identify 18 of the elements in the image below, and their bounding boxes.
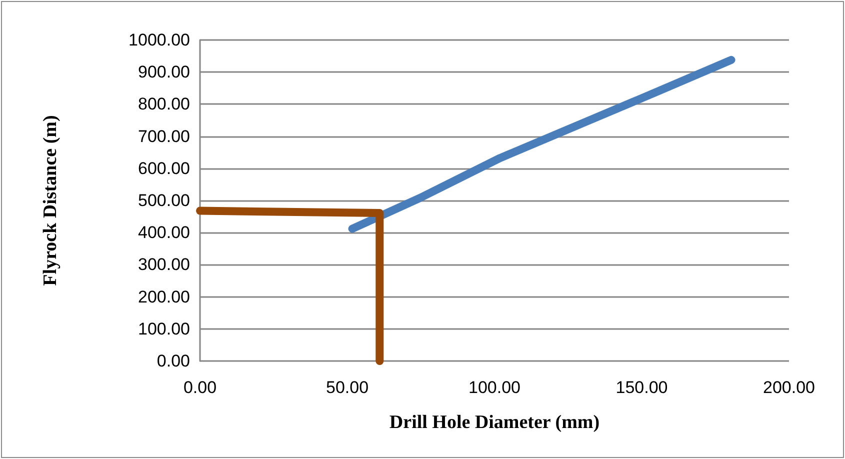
y-tick-label: 300.00 [138, 255, 190, 274]
y-tick-label: 800.00 [138, 94, 190, 114]
x-tick-label: 0.00 [183, 378, 217, 397]
x-tick-label: 100.00 [468, 378, 520, 397]
y-tick-label: 400.00 [138, 223, 190, 242]
y-tick-label: 500.00 [138, 191, 190, 210]
y-tick-label: 900.00 [138, 62, 190, 82]
y-tick-label: 200.00 [138, 287, 190, 306]
x-tick-label: 150.00 [616, 378, 668, 397]
y-tick-label: 0.00 [156, 352, 190, 370]
y-axis-title: Flyrock Distance (m) [40, 115, 61, 286]
y-tick-label: 600.00 [138, 158, 190, 178]
y-tick-label: 700.00 [138, 126, 190, 146]
x-tick-label: 200.00 [763, 378, 815, 397]
x-axis-title: Drill Hole Diameter (mm) [389, 412, 600, 433]
y-tick-label: 100.00 [138, 319, 190, 338]
x-tick-label: 50.00 [326, 378, 369, 397]
y-tick-label: 1000.00 [128, 30, 190, 50]
